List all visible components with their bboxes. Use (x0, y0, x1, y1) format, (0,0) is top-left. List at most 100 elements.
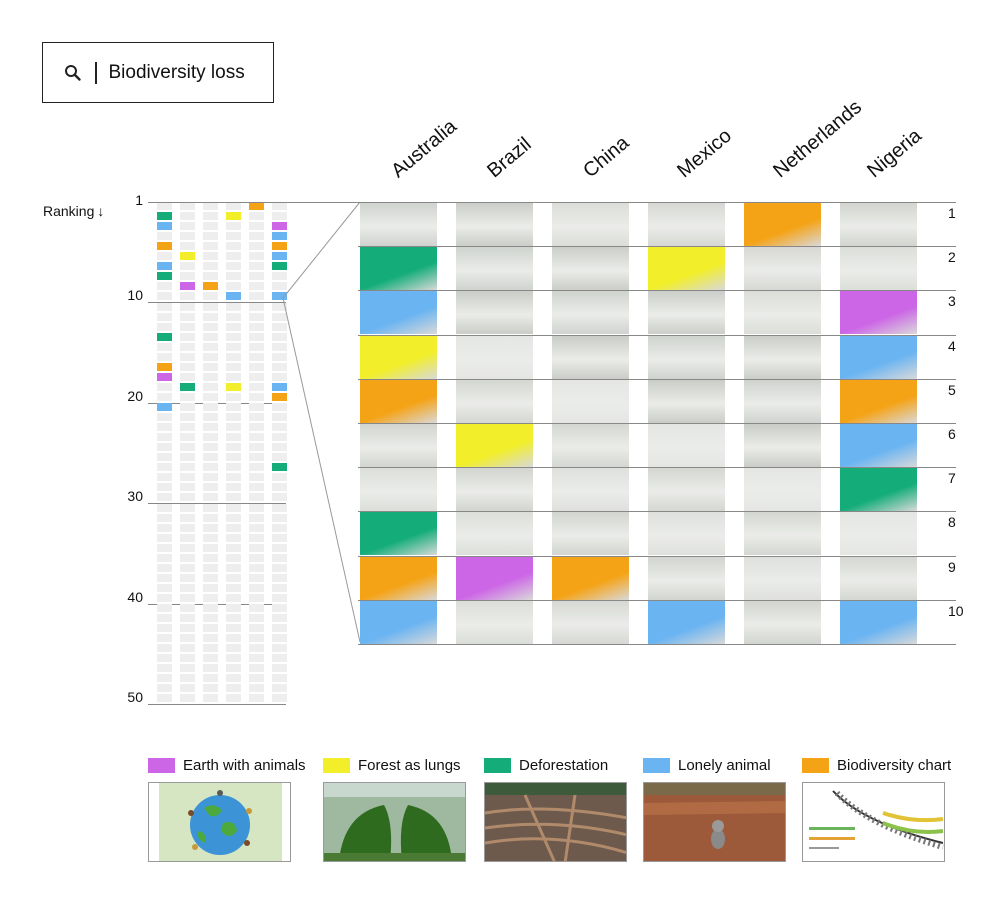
rank-mark-chart[interactable] (157, 362, 172, 371)
search-query[interactable]: Biodiversity loss (108, 61, 245, 83)
result-thumbnail[interactable] (456, 512, 533, 556)
rank-mark-chart[interactable] (272, 392, 287, 401)
result-thumbnail[interactable] (552, 379, 629, 423)
result-thumbnail[interactable] (456, 468, 533, 512)
rank-mark-forest[interactable] (226, 382, 241, 391)
result-thumbnail[interactable] (552, 512, 629, 556)
result-thumbnail[interactable] (456, 600, 533, 644)
rank-cell (249, 694, 264, 703)
rank-mark-lonely[interactable] (272, 382, 287, 391)
rank-cell (249, 372, 264, 381)
rank-mark-deforestation[interactable] (272, 262, 287, 271)
legend-item-earth[interactable]: Earth with animals (148, 757, 306, 774)
rank-mark-lonely[interactable] (157, 222, 172, 231)
rank-mark-earth[interactable] (180, 282, 195, 291)
result-thumbnail-chart[interactable] (840, 379, 917, 423)
rank-mark-lonely[interactable] (272, 232, 287, 241)
rank-mark-lonely[interactable] (272, 292, 287, 301)
result-thumbnail[interactable] (744, 424, 821, 467)
rank-mark-lonely[interactable] (157, 403, 172, 411)
result-thumbnail[interactable] (552, 600, 629, 644)
result-thumbnail-chart[interactable] (360, 379, 437, 423)
result-thumbnail-earth[interactable] (840, 291, 917, 335)
rank-mark-chart[interactable] (203, 282, 218, 291)
result-thumbnail[interactable] (456, 379, 533, 423)
result-thumbnail[interactable] (744, 291, 821, 335)
result-thumbnail-lonely[interactable] (360, 291, 437, 335)
result-thumbnail-chart[interactable] (744, 203, 821, 246)
rank-mark-forest[interactable] (226, 212, 241, 221)
rank-mark-deforestation[interactable] (157, 272, 172, 281)
result-thumbnail[interactable] (648, 512, 725, 556)
rank-cell (203, 614, 218, 623)
result-thumbnail-forest[interactable] (360, 335, 437, 379)
result-thumbnail-forest[interactable] (456, 424, 533, 467)
result-thumbnail[interactable] (744, 379, 821, 423)
result-thumbnail[interactable] (840, 247, 917, 291)
rank-mark-lonely[interactable] (226, 292, 241, 301)
result-thumbnail[interactable] (552, 247, 629, 291)
rank-mark-chart[interactable] (272, 242, 287, 251)
result-thumbnail[interactable] (552, 203, 629, 246)
rank-mark-deforestation[interactable] (157, 212, 172, 221)
result-thumbnail[interactable] (648, 556, 725, 600)
rank-mark-chart[interactable] (249, 202, 264, 210)
result-thumbnail[interactable] (744, 335, 821, 379)
rank-mark-lonely[interactable] (157, 262, 172, 271)
legend-item-forest[interactable]: Forest as lungs (323, 757, 461, 774)
result-thumbnail[interactable] (840, 556, 917, 600)
result-thumbnail[interactable] (552, 424, 629, 467)
result-thumbnail-lonely[interactable] (360, 600, 437, 644)
result-thumbnail[interactable] (744, 556, 821, 600)
result-thumbnail[interactable] (360, 424, 437, 467)
legend-item-deforestation[interactable]: Deforestation (484, 757, 608, 774)
rank-mark-forest[interactable] (180, 252, 195, 261)
result-thumbnail[interactable] (744, 468, 821, 512)
result-thumbnail[interactable] (648, 335, 725, 379)
result-thumbnail-lonely[interactable] (840, 335, 917, 379)
result-thumbnail-lonely[interactable] (840, 424, 917, 467)
result-thumbnail[interactable] (648, 468, 725, 512)
rank-mark-earth[interactable] (272, 222, 287, 231)
legend-item-lonely[interactable]: Lonely animal (643, 757, 771, 774)
ranking-sort-label[interactable]: Ranking ↓ (43, 203, 104, 219)
result-thumbnail[interactable] (744, 512, 821, 556)
result-thumbnail-lonely[interactable] (648, 600, 725, 644)
result-thumbnail[interactable] (840, 512, 917, 556)
rank-mark-earth[interactable] (157, 372, 172, 381)
result-thumbnail[interactable] (840, 203, 917, 246)
result-thumbnail[interactable] (456, 203, 533, 246)
result-thumbnail-chart[interactable] (360, 556, 437, 600)
result-thumbnail[interactable] (648, 203, 725, 246)
result-thumbnail-lonely[interactable] (840, 600, 917, 644)
result-thumbnail[interactable] (648, 424, 725, 467)
result-thumbnail-deforestation[interactable] (360, 512, 437, 556)
result-thumbnail-deforestation[interactable] (360, 247, 437, 291)
rank-mark-lonely[interactable] (272, 252, 287, 261)
rank-mark-deforestation[interactable] (180, 382, 195, 391)
result-thumbnail[interactable] (648, 291, 725, 335)
result-thumbnail[interactable] (552, 335, 629, 379)
rank-mark-deforestation[interactable] (157, 332, 172, 341)
search-box[interactable]: Biodiversity loss (42, 42, 274, 103)
result-thumbnail-deforestation[interactable] (840, 468, 917, 512)
result-thumbnail-forest[interactable] (648, 247, 725, 291)
result-thumbnail[interactable] (744, 247, 821, 291)
result-thumbnail[interactable] (456, 247, 533, 291)
rank-cell (203, 252, 218, 261)
result-thumbnail-earth[interactable] (456, 556, 533, 600)
result-thumbnail[interactable] (744, 600, 821, 644)
rank-mark-deforestation[interactable] (272, 463, 287, 472)
result-thumbnail[interactable] (456, 335, 533, 379)
rank-cell (249, 583, 264, 592)
result-thumbnail[interactable] (552, 468, 629, 512)
rank-cell (203, 362, 218, 371)
result-thumbnail[interactable] (360, 203, 437, 246)
result-thumbnail[interactable] (648, 379, 725, 423)
result-thumbnail[interactable] (552, 291, 629, 335)
result-thumbnail[interactable] (360, 468, 437, 512)
result-thumbnail-chart[interactable] (552, 556, 629, 600)
result-thumbnail[interactable] (456, 291, 533, 335)
rank-mark-chart[interactable] (157, 242, 172, 251)
legend-item-chart[interactable]: Biodiversity chart (802, 757, 951, 774)
